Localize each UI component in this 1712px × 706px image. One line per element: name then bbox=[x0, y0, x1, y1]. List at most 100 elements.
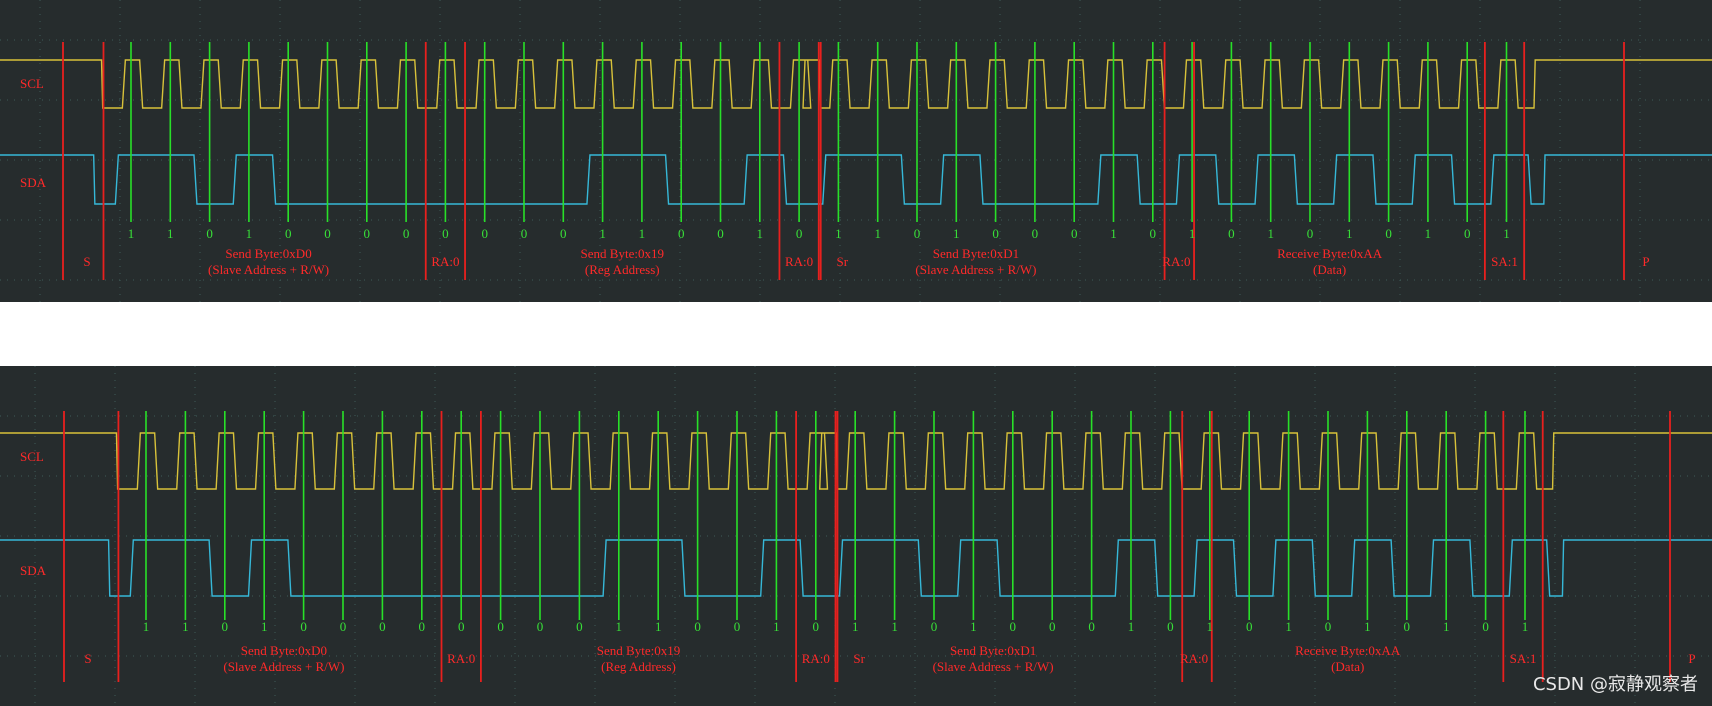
bit-value: 0 bbox=[379, 619, 386, 634]
bit-value: 0 bbox=[1385, 226, 1392, 241]
scl-channel-label: SCL bbox=[20, 449, 44, 464]
bit-value: 1 bbox=[773, 619, 780, 634]
byte4-subtitle: (Data) bbox=[1313, 262, 1346, 277]
byte2-title: Send Byte:0x19 bbox=[581, 246, 664, 261]
bit-value: 0 bbox=[1464, 226, 1471, 241]
bit-value: 1 bbox=[1425, 226, 1432, 241]
bit-value: 0 bbox=[340, 619, 347, 634]
bit-value: 0 bbox=[734, 619, 741, 634]
ack2-label: RA:0 bbox=[802, 651, 830, 666]
bit-value: 1 bbox=[1189, 226, 1196, 241]
bit-value: 0 bbox=[1088, 619, 1095, 634]
byte3-title: Send Byte:0xD1 bbox=[933, 246, 1019, 261]
bit-value: 0 bbox=[324, 226, 331, 241]
bit-value: 1 bbox=[616, 619, 623, 634]
bit-value: 0 bbox=[1246, 619, 1253, 634]
bit-value: 0 bbox=[537, 619, 544, 634]
byte4-title: Receive Byte:0xAA bbox=[1295, 643, 1401, 658]
scope-capture-bottom: SCL SDA 1 1 0 1 0 0 0 0 0 0 0 0 1 1 0 0 1 0 1 1 0 1 0 0 0 1 0 1 0 1 0 1 0 1… bbox=[0, 366, 1712, 706]
ack2-label: RA:0 bbox=[785, 254, 813, 269]
bit-value: 0 bbox=[1325, 619, 1332, 634]
bit-value: 0 bbox=[1010, 619, 1017, 634]
bit-value: 0 bbox=[206, 226, 213, 241]
byte1-subtitle: (Slave Address + R/W) bbox=[223, 659, 344, 674]
bit-value: 1 bbox=[1443, 619, 1450, 634]
bit-value: 0 bbox=[458, 619, 465, 634]
bit-value: 1 bbox=[1522, 619, 1529, 634]
bit-value: 1 bbox=[167, 226, 174, 241]
byte2-subtitle: (Reg Address) bbox=[601, 659, 676, 674]
bit-value: 0 bbox=[796, 226, 803, 241]
byte1-subtitle: (Slave Address + R/W) bbox=[208, 262, 329, 277]
bit-value: 0 bbox=[442, 226, 449, 241]
byte3-subtitle: (Slave Address + R/W) bbox=[915, 262, 1036, 277]
bit-value: 0 bbox=[992, 226, 999, 241]
byte1-title: Send Byte:0xD0 bbox=[241, 643, 327, 658]
byte3-title: Send Byte:0xD1 bbox=[950, 643, 1036, 658]
waveform-view-top: SCL SDA 1 1 0 1 0 0 0 0 0 0 0 0 1 1 0 0 1 0 1 1 0 1 0 0 0 1 0 1 0 1 0 1 0 1… bbox=[0, 0, 1712, 302]
ack1-label: RA:0 bbox=[447, 651, 475, 666]
byte3-subtitle: (Slave Address + R/W) bbox=[933, 659, 1054, 674]
bit-value: 0 bbox=[560, 226, 567, 241]
waveform-view-bottom: SCL SDA 1 1 0 1 0 0 0 0 0 0 0 0 1 1 0 0 1 0 1 1 0 1 0 0 0 1 0 1 0 1 0 1 0 1… bbox=[0, 366, 1712, 706]
bit-value: 1 bbox=[891, 619, 898, 634]
bit-value: 1 bbox=[1364, 619, 1371, 634]
bit-value: 1 bbox=[128, 226, 135, 241]
byte4-subtitle: (Data) bbox=[1331, 659, 1364, 674]
bit-value: 1 bbox=[953, 226, 960, 241]
bit-value: 0 bbox=[576, 619, 583, 634]
byte2-subtitle: (Reg Address) bbox=[585, 262, 660, 277]
bit-value: 0 bbox=[1167, 619, 1174, 634]
bit-value: 0 bbox=[419, 619, 426, 634]
bit-value: 0 bbox=[1049, 619, 1056, 634]
bit-value: 1 bbox=[143, 619, 150, 634]
bit-value: 0 bbox=[1150, 226, 1157, 241]
sda-waveform bbox=[0, 539, 1712, 597]
bit-value: 1 bbox=[1346, 226, 1353, 241]
ack3-label: RA:0 bbox=[1162, 254, 1190, 269]
stop-condition-label: P bbox=[1642, 254, 1649, 269]
scl-waveform bbox=[0, 59, 1712, 109]
bit-value: 0 bbox=[717, 226, 724, 241]
bit-value: 1 bbox=[599, 226, 606, 241]
scl-channel-label: SCL bbox=[20, 76, 44, 91]
bit-value: 1 bbox=[1110, 226, 1117, 241]
bit-value: 1 bbox=[1503, 226, 1510, 241]
bit-value: 0 bbox=[1404, 619, 1411, 634]
bit-value: 1 bbox=[261, 619, 268, 634]
bit-value: 0 bbox=[813, 619, 820, 634]
stop-condition-label: P bbox=[1688, 651, 1695, 666]
start-condition-label: S bbox=[84, 651, 91, 666]
bit-value: 1 bbox=[874, 226, 881, 241]
bit-value: 1 bbox=[246, 226, 253, 241]
bit-value: 0 bbox=[931, 619, 938, 634]
bit-value: 0 bbox=[403, 226, 410, 241]
watermark: CSDN @寂静观察者 bbox=[1532, 674, 1698, 695]
bit-value: 0 bbox=[694, 619, 701, 634]
nack-label: SA:1 bbox=[1510, 651, 1537, 666]
bit-value: 0 bbox=[497, 619, 504, 634]
bit-value: 1 bbox=[1285, 619, 1292, 634]
bit-value: 0 bbox=[1071, 226, 1078, 241]
bit-value: 1 bbox=[835, 226, 842, 241]
bit-value: 0 bbox=[1228, 226, 1235, 241]
sda-channel-label: SDA bbox=[20, 175, 47, 190]
bit-value: 0 bbox=[285, 226, 292, 241]
bit-value: 1 bbox=[182, 619, 189, 634]
repeated-start-label: Sr bbox=[837, 254, 849, 269]
start-condition-label: S bbox=[83, 254, 90, 269]
bit-value: 1 bbox=[639, 226, 646, 241]
bit-value: 1 bbox=[852, 619, 859, 634]
bit-value: 0 bbox=[364, 226, 371, 241]
bit-value: 1 bbox=[1267, 226, 1274, 241]
byte4-title: Receive Byte:0xAA bbox=[1277, 246, 1383, 261]
bit-value: 0 bbox=[678, 226, 685, 241]
byte2-title: Send Byte:0x19 bbox=[597, 643, 680, 658]
sda-waveform bbox=[0, 154, 1712, 205]
byte1-title: Send Byte:0xD0 bbox=[225, 246, 311, 261]
ack1-label: RA:0 bbox=[431, 254, 459, 269]
bit-value: 0 bbox=[1032, 226, 1039, 241]
bit-value: 0 bbox=[521, 226, 528, 241]
bit-value: 1 bbox=[970, 619, 977, 634]
bit-value: 0 bbox=[1482, 619, 1489, 634]
